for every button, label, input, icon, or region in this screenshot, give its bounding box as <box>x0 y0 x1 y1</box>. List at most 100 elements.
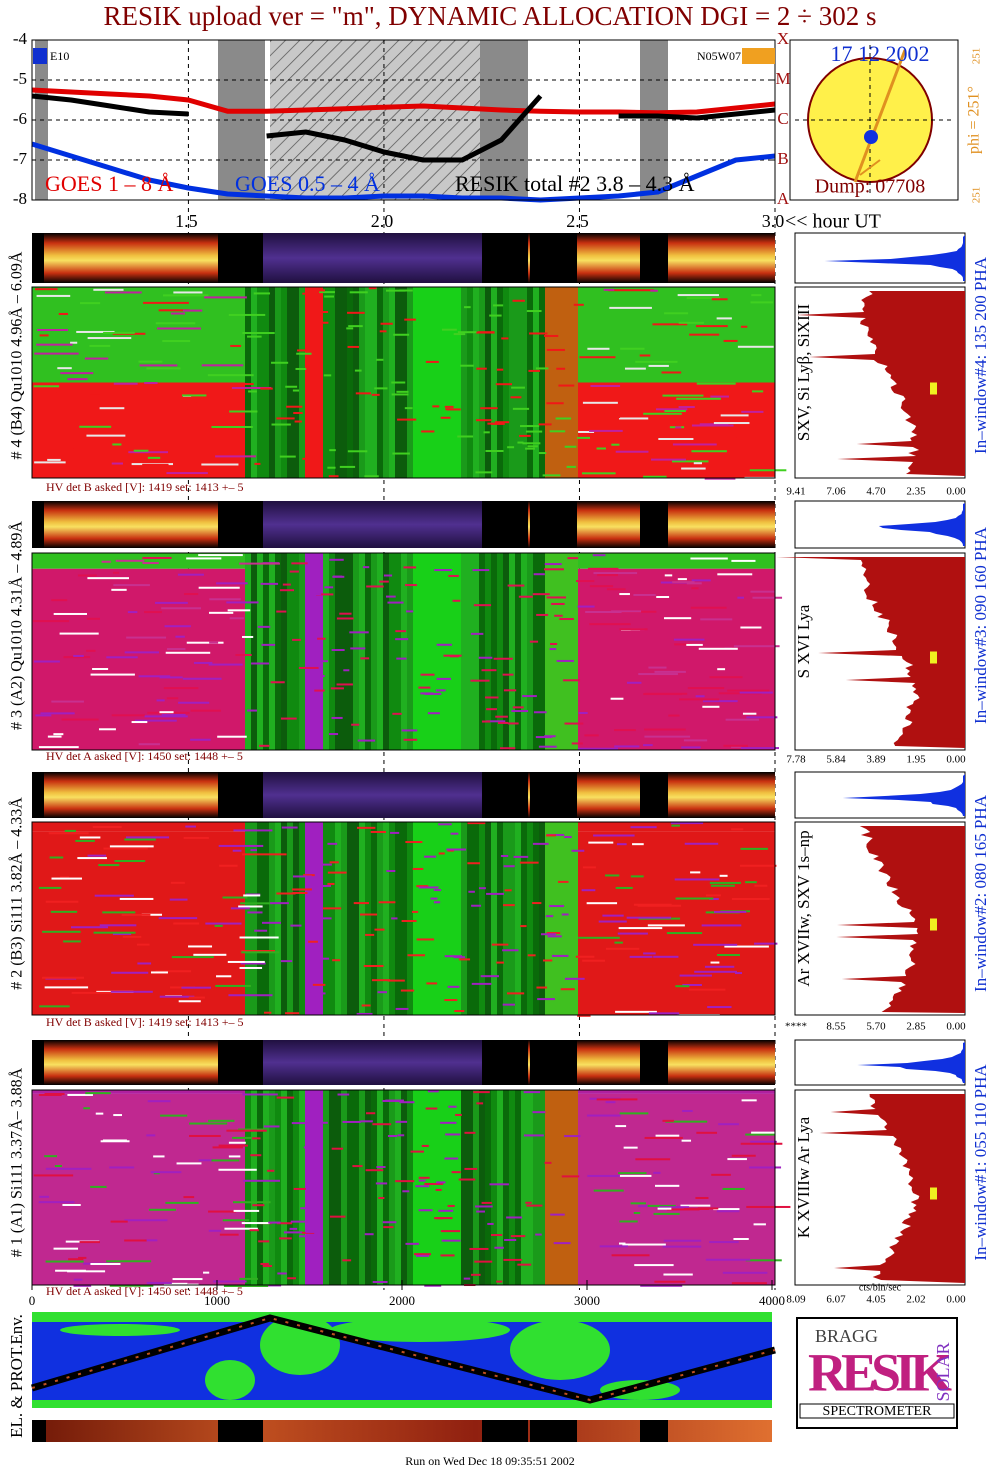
spectrum-column <box>341 553 347 750</box>
spectrum-slot <box>545 1090 578 1285</box>
spectrum-column <box>269 822 275 1015</box>
spectrum-streak <box>716 1210 740 1213</box>
spectrum-streak <box>298 666 319 669</box>
spectrum-streak <box>98 864 120 867</box>
spectrum-streak <box>578 936 620 939</box>
spectrum-streak <box>481 669 497 672</box>
spectrum-streak <box>291 888 312 891</box>
spectrum-streak <box>576 580 595 583</box>
spectrum-column <box>473 287 479 478</box>
spectrum-streak <box>67 1093 93 1096</box>
spectrum-streak <box>701 924 742 927</box>
spectrum-streak <box>593 572 638 575</box>
spectrum-column <box>419 553 425 750</box>
spectrum-streak <box>476 1210 485 1213</box>
spectrum-column <box>515 287 521 478</box>
spectrum-streak <box>213 1280 247 1283</box>
spectrum-streak <box>222 896 248 899</box>
spectrum-streak <box>68 1258 84 1261</box>
spectrum-streak <box>252 1137 261 1140</box>
spectrum-streak <box>270 681 285 684</box>
spectrum-column <box>455 553 461 750</box>
spectrum-streak <box>436 643 452 646</box>
spectrum-streak <box>468 890 475 893</box>
spectrum-streak <box>254 462 261 465</box>
spectrum-column <box>383 822 389 1015</box>
spectrum-streak <box>396 657 407 660</box>
spectrum-streak <box>156 699 165 702</box>
spectrum-streak <box>551 954 569 957</box>
spectrum-streak <box>472 569 490 572</box>
spectrum-streak <box>494 1246 504 1249</box>
spectrum-streak <box>753 1223 766 1226</box>
spectrum-streak <box>517 441 524 444</box>
spectrum-streak <box>38 746 79 749</box>
spectrum-streak <box>470 632 484 635</box>
spectrum-streak <box>181 394 207 397</box>
spectrum-column <box>305 287 311 478</box>
spectrum-streak <box>639 354 651 357</box>
spectrum-streak <box>324 586 334 589</box>
spectrum-streak <box>547 935 562 938</box>
spectrum-streak <box>655 1184 680 1187</box>
spectrum-streak <box>752 596 783 599</box>
spectrum-streak <box>562 679 581 682</box>
spectrum-streak <box>589 623 631 626</box>
spectrum-streak <box>577 1014 591 1017</box>
spectrum-column <box>287 553 293 750</box>
spectrum-column <box>461 553 467 750</box>
spectrum-streak <box>425 1107 438 1110</box>
spectrum-streak <box>480 407 498 410</box>
spectrum-streak <box>399 1101 415 1104</box>
spectrum-streak <box>709 676 743 679</box>
spectrum-streak <box>537 998 555 1001</box>
channel-label: # 4 (B4) Qu1010 4.96Å – 6.09Å <box>8 251 26 459</box>
spectrum-streak <box>303 1146 310 1149</box>
spectrum-streak <box>633 593 656 596</box>
spectrum-streak <box>257 625 271 628</box>
strip-gap <box>530 772 577 818</box>
spectrum-column <box>467 287 473 478</box>
spectrum-streak <box>654 670 686 673</box>
spectrum-streak <box>487 1222 494 1225</box>
spectrum-streak <box>259 744 270 747</box>
spectrum-streak <box>663 1239 702 1242</box>
spectrum-streak <box>435 1188 442 1191</box>
spectrum-streak <box>444 955 463 958</box>
spectrum-column <box>461 287 467 478</box>
x-tick-label: 3.0 <box>762 211 785 231</box>
hist-marker <box>930 1187 937 1200</box>
spectrum-streak <box>538 452 547 455</box>
spectrum-streak <box>317 637 326 640</box>
spectrum-streak <box>349 631 369 634</box>
spectrum-streak <box>749 469 787 472</box>
spectrum-streak <box>85 1092 111 1095</box>
map-land <box>205 1360 255 1400</box>
spectrum-streak <box>617 932 648 935</box>
spectrum-streak <box>63 656 91 659</box>
spectrum-column <box>347 822 353 1015</box>
spectrum-column <box>329 287 335 478</box>
spectrum-streak <box>403 738 418 741</box>
spectrum-streak <box>724 473 745 476</box>
spectrum-column <box>365 553 371 750</box>
panel-frame <box>31 286 776 479</box>
spectrum-streak <box>705 1258 751 1261</box>
spectrum-streak <box>209 641 219 644</box>
hist-scale: 4.05 <box>866 1294 886 1306</box>
spectrum-streak <box>695 695 705 698</box>
spectrum-column <box>425 287 431 478</box>
spectrum-column <box>509 287 515 478</box>
spectrum-streak <box>142 463 169 466</box>
spectrum-streak <box>444 405 454 408</box>
spectrum-column <box>245 822 251 1015</box>
spectrum-streak <box>471 1273 481 1276</box>
spectrum-column <box>509 553 515 750</box>
spectrum-column <box>527 553 533 750</box>
spectrum-streak <box>689 417 735 420</box>
spectrum-streak <box>602 914 624 917</box>
spectrum-column <box>275 1090 281 1285</box>
spectrum-streak <box>714 910 747 913</box>
spectrum-streak <box>287 1277 297 1280</box>
spectrum-streak <box>182 309 203 312</box>
